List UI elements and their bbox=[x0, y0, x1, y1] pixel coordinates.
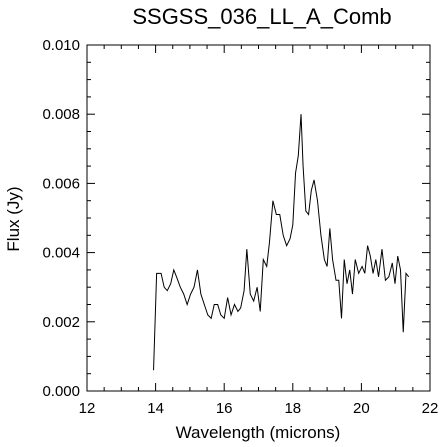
y-tick-label: 0.000 bbox=[42, 383, 80, 400]
y-tick-label: 0.010 bbox=[42, 37, 80, 54]
x-tick-label: 20 bbox=[353, 400, 370, 417]
x-axis-ticks: 12 14 16 18 20 22 bbox=[79, 45, 439, 417]
plot-frame bbox=[86, 44, 431, 392]
x-tick-label: 22 bbox=[422, 400, 439, 417]
series-layer bbox=[153, 114, 410, 371]
y-axis-ticks: 0.000 0.002 0.004 0.006 0.008 0.010 bbox=[42, 37, 430, 400]
x-tick-label: 18 bbox=[284, 400, 301, 417]
x-axis-label: Wavelength (microns) bbox=[176, 423, 341, 442]
x-tick-label: 12 bbox=[79, 400, 96, 417]
x-tick-label: 16 bbox=[216, 400, 233, 417]
flux-spectrum-line bbox=[153, 114, 410, 371]
y-tick-label: 0.008 bbox=[42, 106, 80, 123]
y-tick-label: 0.002 bbox=[42, 314, 80, 331]
y-tick-label: 0.006 bbox=[42, 175, 80, 192]
chart-title: SSGSS_036_LL_A_Comb bbox=[132, 4, 391, 29]
y-tick-label: 0.004 bbox=[42, 245, 80, 262]
x-tick-label: 14 bbox=[147, 400, 164, 417]
y-axis-label: Flux (Jy) bbox=[4, 186, 23, 251]
